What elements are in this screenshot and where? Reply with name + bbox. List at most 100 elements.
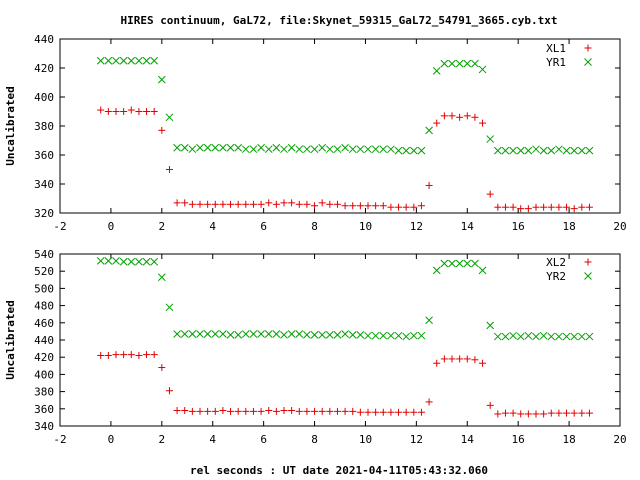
data-point (524, 205, 532, 213)
x-tick-label: 8 (311, 220, 318, 233)
data-point (471, 356, 479, 364)
series-XL2 (97, 351, 593, 418)
data-point (181, 199, 189, 207)
data-point (349, 407, 357, 415)
data-point (204, 407, 212, 415)
data-point (318, 407, 326, 415)
data-point (127, 351, 135, 359)
data-point (402, 408, 410, 416)
x-axis-label: rel seconds : UT date 2021-04-11T05:43:3… (190, 464, 488, 477)
y-tick-label: 520 (34, 265, 54, 278)
data-point (310, 330, 319, 339)
data-point (204, 200, 212, 208)
legend-marker (584, 44, 592, 52)
data-point (440, 59, 449, 68)
data-point (203, 143, 212, 152)
data-point (456, 355, 464, 363)
chart-title: HIRES continuum, GaL72, file:Skynet_5931… (120, 14, 557, 27)
y-tick-label: 440 (34, 33, 54, 46)
data-point (563, 203, 571, 211)
panel-bottom: -2 0 2 4 6 8 10 12 14 16 18 20 340 360 380 400 420 440 460… (4, 248, 627, 446)
data-point (112, 108, 120, 115)
x-tick-label: 14 (461, 220, 475, 233)
data-point (150, 257, 159, 266)
data-point (493, 146, 502, 155)
data-point (104, 108, 112, 115)
data-point (524, 410, 532, 418)
data-point (394, 331, 403, 340)
data-point (578, 409, 586, 417)
data-point (486, 190, 494, 198)
data-point (127, 257, 136, 266)
legend-marker (584, 58, 592, 66)
x-tick-label: 14 (461, 433, 475, 446)
data-point (188, 200, 196, 208)
data-point (440, 259, 449, 268)
data-point (249, 145, 258, 154)
data-point (585, 203, 593, 211)
legend-label: XL1 (546, 42, 566, 55)
data-point (409, 331, 418, 340)
data-point (333, 200, 341, 208)
x-tick-label: 6 (260, 433, 267, 446)
y-tick-label: 420 (34, 62, 54, 75)
data-point (311, 202, 319, 210)
data-point (341, 143, 349, 152)
data-point (333, 145, 342, 154)
data-point (501, 146, 510, 155)
data-point (280, 145, 288, 154)
data-point (547, 409, 555, 417)
data-point (303, 407, 311, 415)
data-point (364, 145, 372, 154)
data-point (318, 143, 327, 152)
data-point (562, 332, 571, 341)
data-point (303, 145, 311, 154)
data-point (219, 200, 227, 208)
data-point (143, 351, 151, 359)
data-point (372, 202, 380, 210)
data-point (188, 407, 196, 415)
data-point (150, 56, 159, 65)
y-tick-label: 400 (34, 368, 54, 381)
data-point (211, 407, 219, 415)
data-point (272, 200, 280, 208)
data-point (440, 112, 448, 120)
data-point (555, 203, 563, 211)
data-point (165, 303, 174, 312)
data-point (547, 332, 556, 341)
x-tick-label: 20 (613, 433, 626, 446)
x-tick-label: 18 (562, 433, 575, 446)
y-tick-label: 360 (34, 403, 54, 416)
data-point (181, 407, 189, 415)
data-point (577, 332, 586, 341)
data-point (150, 351, 158, 359)
data-point (402, 332, 411, 341)
x-tick-label: 8 (311, 433, 318, 446)
data-point (501, 203, 509, 211)
data-point (180, 330, 189, 338)
data-point (417, 202, 425, 210)
y-tick-label: 320 (34, 207, 54, 220)
data-point (104, 56, 113, 65)
data-point (348, 145, 357, 154)
plot-frame (59, 38, 621, 214)
data-point (249, 200, 257, 208)
data-point (272, 330, 281, 338)
data-point (157, 273, 166, 282)
x-tick-label: 16 (512, 433, 525, 446)
data-point (432, 67, 441, 75)
data-point (448, 355, 456, 363)
y-tick-label: 420 (34, 351, 54, 364)
data-point (158, 126, 166, 134)
data-point (517, 205, 525, 213)
data-point (563, 409, 571, 417)
legend-marker (584, 272, 592, 280)
data-point (257, 330, 265, 338)
data-point (516, 332, 525, 341)
data-point (425, 398, 433, 406)
data-point (249, 407, 257, 415)
data-point (524, 331, 533, 340)
data-point (448, 259, 456, 268)
data-point (486, 135, 495, 143)
data-point (364, 331, 372, 340)
